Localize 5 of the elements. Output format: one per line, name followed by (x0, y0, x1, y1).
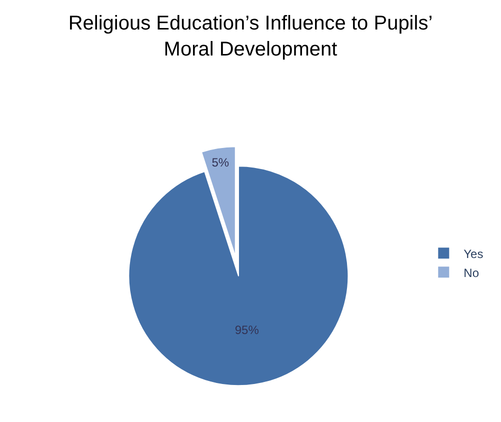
legend-label: Yes (464, 246, 484, 261)
data-label: 95% (234, 323, 260, 338)
chart-title: Religious Education’s Influence to Pupils’ Moral Development (68, 12, 433, 61)
data-label: 5% (212, 156, 230, 170)
legend-label: No (464, 266, 480, 280)
